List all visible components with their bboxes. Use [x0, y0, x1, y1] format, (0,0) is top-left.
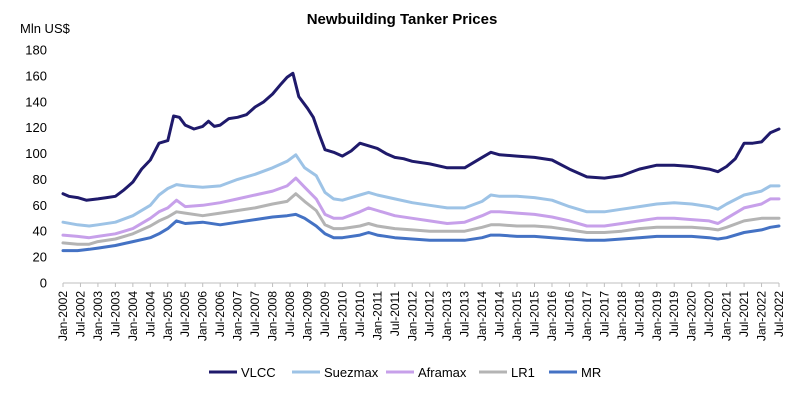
- legend: VLCC Suezmax Aframax LR1 MR: [209, 365, 601, 380]
- x-tick-label: Jan-2020: [685, 291, 699, 341]
- x-tick-label: Jul-2016: [562, 291, 576, 337]
- chart-title: Newbuilding Tanker Prices: [307, 11, 498, 28]
- x-tick-label: Jan-2008: [266, 291, 280, 341]
- x-tick-label: Jan-2003: [91, 291, 105, 341]
- y-tick-label: 20: [33, 250, 47, 265]
- x-tick-label: Jan-2016: [545, 291, 559, 341]
- x-tick-label: Jul-2003: [108, 291, 122, 337]
- series-line-vlcc: [61, 71, 781, 202]
- legend-label-mr: MR: [581, 365, 601, 380]
- y-tick-label: 120: [25, 120, 47, 135]
- x-tick-label: Jan-2015: [510, 291, 524, 341]
- x-tick-label: Jul-2015: [528, 291, 542, 337]
- x-tick-label: Jan-2021: [720, 291, 734, 341]
- x-tick-label: Jul-2019: [667, 291, 681, 337]
- y-tick-label: 140: [25, 94, 47, 109]
- x-tick-label: Jul-2014: [493, 291, 507, 337]
- x-tick-label: Jul-2018: [632, 291, 646, 337]
- y-axis: 0 20 40 60 80 100 120 140 160 180: [25, 43, 47, 291]
- legend-label-lr1: LR1: [511, 365, 535, 380]
- x-tick-label: Jul-2020: [702, 291, 716, 337]
- series-line-suezmax: [61, 153, 781, 228]
- x-tick-label: Jan-2012: [405, 291, 419, 341]
- x-tick-label: Jul-2021: [737, 291, 751, 337]
- plot-area: [61, 71, 781, 253]
- x-tick-label: Jan-2018: [615, 291, 629, 341]
- y-tick-label: 80: [33, 172, 47, 187]
- x-tick-label: Jan-2005: [161, 291, 175, 341]
- x-tick-label: Jul-2012: [423, 291, 437, 337]
- series-line-lr1: [61, 192, 781, 246]
- y-tick-label: 160: [25, 68, 47, 83]
- legend-label-suezmax: Suezmax: [324, 365, 379, 380]
- y-tick-label: 40: [33, 224, 47, 239]
- legend-label-aframax: Aframax: [418, 365, 467, 380]
- y-tick-label: 180: [25, 43, 47, 58]
- x-tick-label: Jan-2002: [56, 291, 70, 341]
- y-tick-label: 100: [25, 146, 47, 161]
- x-tick-label: Jul-2011: [388, 291, 402, 336]
- x-tick-label: Jan-2007: [231, 291, 245, 341]
- x-tick-label: Jul-2022: [772, 291, 786, 337]
- y-tick-label: 60: [33, 198, 47, 213]
- series-line-aframax: [61, 176, 781, 240]
- x-tick-label: Jul-2002: [73, 291, 87, 337]
- x-tick-label: Jan-2017: [580, 291, 594, 341]
- x-tick-label: Jul-2009: [318, 291, 332, 337]
- x-tick-label: Jan-2013: [440, 291, 454, 341]
- x-tick-label: Jan-2014: [475, 291, 489, 341]
- x-tick-label: Jul-2013: [458, 291, 472, 337]
- x-tick-label: Jul-2004: [143, 291, 157, 337]
- x-tick-label: Jan-2006: [196, 291, 210, 341]
- x-tick-label: Jul-2017: [597, 291, 611, 337]
- x-tick-label: Jul-2007: [248, 291, 262, 337]
- y-tick-label: 0: [40, 276, 47, 291]
- x-tick-label: Jan-2010: [335, 291, 349, 341]
- x-tick-label: Jan-2022: [755, 291, 769, 341]
- x-tick-label: Jul-2008: [283, 291, 297, 337]
- series-line-mr: [61, 212, 781, 253]
- x-tick-label: Jul-2006: [213, 291, 227, 337]
- legend-label-vlcc: VLCC: [241, 365, 276, 380]
- y-axis-unit-label: Mln US$: [20, 21, 71, 36]
- x-tick-label: Jul-2010: [353, 291, 367, 337]
- x-tick-label: Jan-2004: [126, 291, 140, 341]
- x-tick-label: Jan-2009: [300, 291, 314, 341]
- x-tick-label: Jul-2005: [178, 291, 192, 337]
- x-axis: Jan-2002 Jul-2002 Jan-2003 Jul-2003 Jan-2004…: [56, 282, 786, 341]
- x-tick-label: Jan-2019: [650, 291, 664, 341]
- x-tick-label: Jan-2011: [370, 291, 384, 340]
